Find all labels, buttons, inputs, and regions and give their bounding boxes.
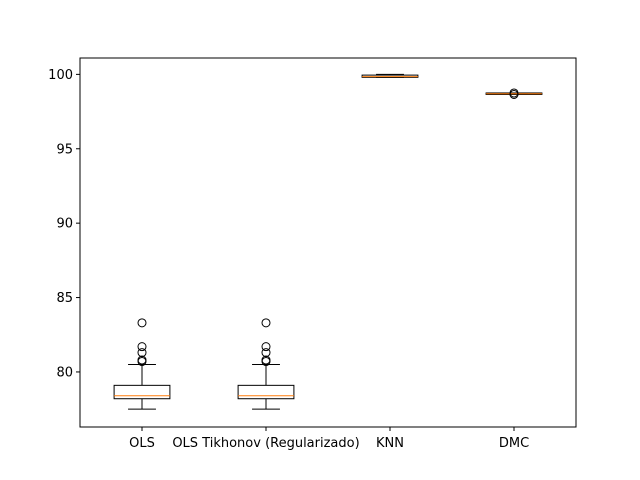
outlier-point <box>137 348 147 358</box>
box-iqr <box>237 384 295 400</box>
outlier-point <box>137 318 147 328</box>
y-tick-label: 80 <box>56 365 73 380</box>
y-tick-label: 90 <box>56 217 73 232</box>
outlier-point <box>509 88 519 98</box>
outlier-point <box>261 355 271 365</box>
x-tick-label: OLS <box>129 436 155 451</box>
x-tick-label: DMC <box>499 436 529 451</box>
axes-frame <box>79 57 577 428</box>
outlier-point <box>261 342 271 352</box>
x-tick-label: OLS Tikhonov (Regularizado) <box>172 436 359 451</box>
outlier-point <box>137 355 147 365</box>
box-iqr <box>113 384 171 400</box>
x-tick-label: KNN <box>376 436 404 451</box>
outlier-point <box>261 348 271 358</box>
y-tick-label: 85 <box>56 291 73 306</box>
y-tick-label: 95 <box>56 142 73 157</box>
y-tick-label: 100 <box>48 68 73 83</box>
outlier-point <box>137 342 147 352</box>
outlier-point <box>261 318 271 328</box>
plot-area: 80 85 90 95 100 OLS OLS Tikhonov (Regularizado… <box>48 68 543 451</box>
